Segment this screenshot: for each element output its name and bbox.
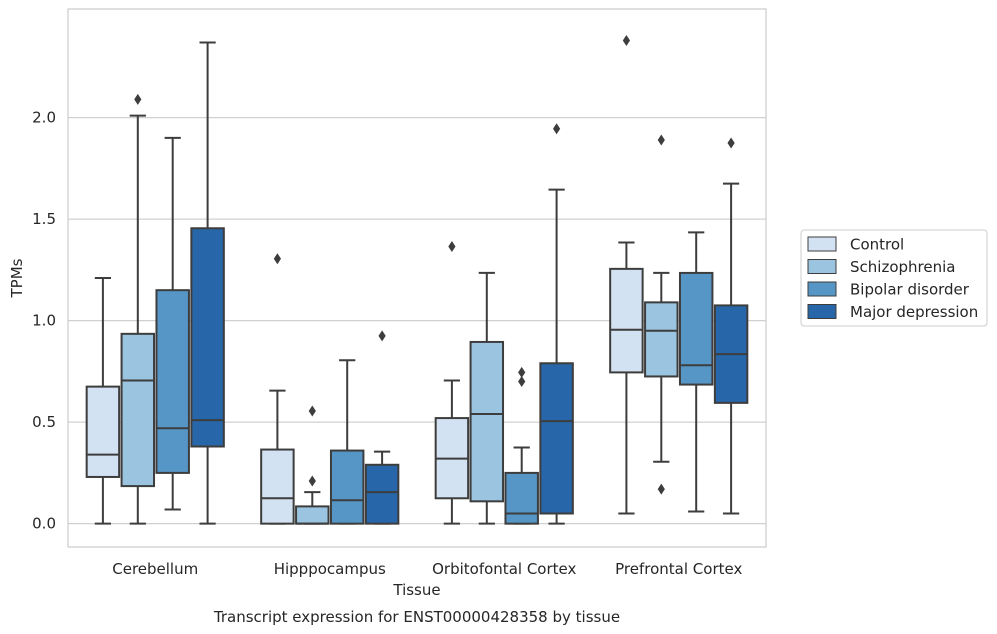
boxes — [85, 34, 749, 525]
box — [609, 267, 644, 374]
y-tick-label: 0.0 — [32, 515, 56, 533]
y-tick-label: 2.0 — [32, 109, 56, 127]
x-tick-label: Cerebellum — [112, 560, 198, 578]
y-axis-label: TPMs — [8, 258, 26, 298]
box — [329, 449, 365, 525]
outlier-marker — [308, 475, 316, 487]
y-tick-label: 1.5 — [32, 210, 56, 228]
legend-swatch — [807, 236, 837, 252]
outlier-marker — [518, 366, 526, 378]
outlier-marker — [448, 241, 456, 253]
box — [644, 301, 679, 378]
x-tick-label: Orbitofontal Cortex — [432, 560, 576, 578]
box — [364, 463, 400, 525]
y-tick-label: 0.5 — [32, 413, 56, 431]
legend-swatch — [807, 281, 837, 297]
chart-caption: Transcript expression for ENST0000042835… — [213, 608, 620, 626]
box — [85, 385, 121, 478]
outlier-marker — [518, 376, 526, 388]
box — [295, 505, 330, 525]
box — [504, 471, 539, 525]
box — [260, 448, 295, 525]
y-tick-labels: 0.0 0.5 1.0 1.5 2.0 — [32, 109, 56, 533]
outlier-marker — [273, 253, 281, 265]
x-axis-label: Tissue — [392, 581, 440, 599]
legend-swatch — [807, 304, 837, 319]
outlier-marker — [378, 330, 386, 342]
x-tick-labels: Cerebellum Hipppocampus Orbitofontal Corte… — [112, 560, 742, 578]
box — [190, 227, 225, 448]
legend-frame — [800, 229, 988, 327]
box — [469, 340, 505, 503]
box — [539, 362, 574, 515]
legend-label: Control — [850, 236, 904, 254]
box — [120, 332, 156, 488]
legend-swatch — [807, 259, 837, 274]
box — [678, 271, 714, 386]
outlier-marker — [134, 93, 142, 105]
x-tick-label: Prefrontal Cortex — [615, 560, 742, 578]
outlier-marker — [308, 405, 316, 417]
outlier-marker — [657, 134, 665, 146]
box — [155, 289, 190, 474]
outlier-marker — [657, 483, 665, 495]
outlier-marker — [622, 34, 630, 46]
y-tick-label: 1.0 — [32, 312, 56, 330]
legend: Control Schizophrenia Bipolar disorder Majo… — [800, 229, 988, 327]
legend-label: Schizophrenia — [850, 258, 955, 276]
x-tick-label: Hipppocampus — [274, 560, 386, 578]
legend-label: Bipolar disorder — [850, 281, 970, 299]
legend-label: Major depression — [850, 303, 978, 321]
outlier-marker — [553, 123, 561, 135]
outlier-marker — [727, 137, 735, 149]
